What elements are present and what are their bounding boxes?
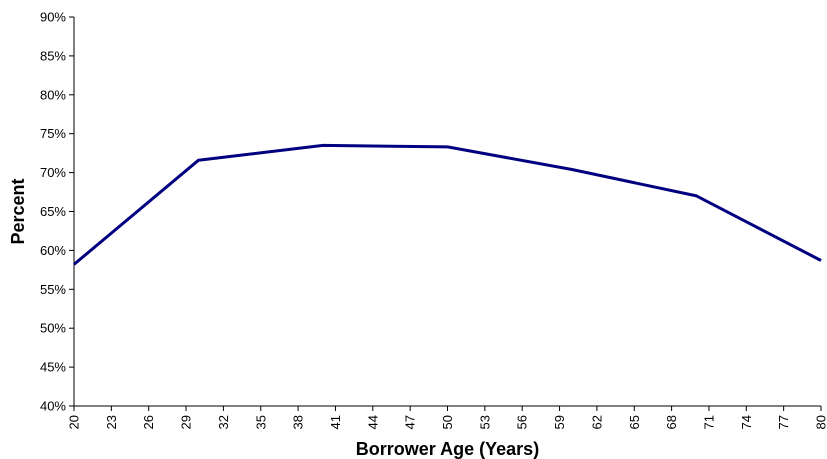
plot-area: 40% 45% 50% 55% 60% 65% 70% 75% 80% 85% 90% 20 23 26… [40, 10, 827, 430]
x-tick-label: 38 [291, 415, 306, 429]
y-tick-label: 85% [40, 48, 66, 63]
y-tick-label: 60% [40, 243, 66, 258]
x-tick-label: 44 [365, 415, 380, 429]
y-tick-label: 40% [40, 399, 66, 414]
x-tick-label: 47 [403, 415, 418, 429]
x-tick-label: 68 [664, 415, 679, 429]
y-tick-label: 55% [40, 282, 66, 297]
x-tick-label: 29 [179, 415, 194, 429]
y-tick-label: 70% [40, 165, 66, 180]
y-axis-ticks: 40% 45% 50% 55% 60% 65% 70% 75% 80% 85% 90% [40, 10, 74, 414]
x-tick-label: 71 [701, 415, 716, 429]
x-tick-label: 53 [477, 415, 492, 429]
x-tick-label: 80 [814, 415, 827, 429]
series-line-0 [73, 143, 822, 266]
x-tick-label: 20 [67, 415, 82, 429]
x-tick-label: 59 [552, 415, 567, 429]
x-tick-label: 41 [328, 415, 343, 429]
x-tick-label: 32 [216, 415, 231, 429]
y-tick-label: 90% [40, 10, 66, 25]
y-tick-label: 80% [40, 87, 66, 102]
x-tick-label: 77 [776, 415, 791, 429]
x-axis-title: Borrower Age (Years) [356, 439, 539, 459]
x-axis-ticks: 20 23 26 29 32 35 38 41 44 47 50 53 56 59 62 65 68 71 74 77… [67, 406, 827, 429]
y-tick-label: 50% [40, 321, 66, 336]
x-tick-label: 26 [141, 415, 156, 429]
y-tick-label: 65% [40, 204, 66, 219]
y-tick-label: 45% [40, 360, 66, 375]
y-tick-label: 75% [40, 126, 66, 141]
x-tick-label: 50 [440, 415, 455, 429]
x-tick-label: 65 [627, 415, 642, 429]
x-tick-label: 35 [253, 415, 268, 429]
series-layer [73, 143, 822, 266]
x-tick-label: 74 [739, 415, 754, 429]
y-axis-title: Percent [8, 178, 28, 244]
x-tick-label: 62 [589, 415, 604, 429]
x-tick-label: 56 [515, 415, 530, 429]
x-tick-label: 23 [104, 415, 119, 429]
